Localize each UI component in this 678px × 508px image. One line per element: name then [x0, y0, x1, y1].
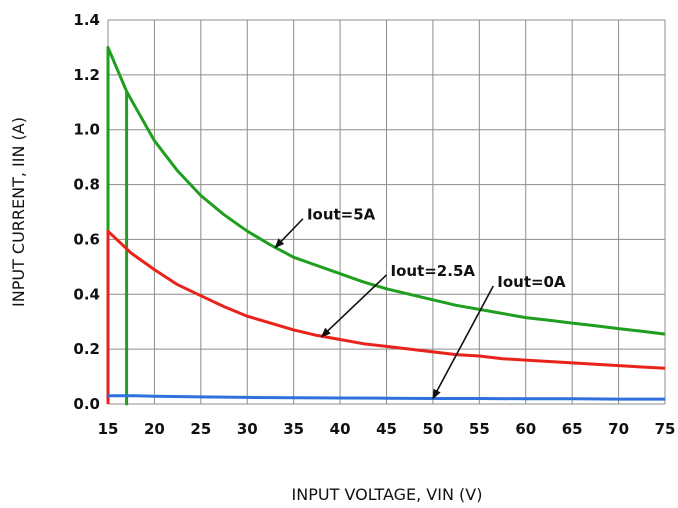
annotation-arrow — [320, 274, 388, 338]
x-tick-label: 45 — [376, 420, 397, 438]
y-tick-label: 1.4 — [73, 11, 100, 29]
y-tick-label: 1.2 — [73, 66, 100, 84]
x-tick-label: 65 — [562, 420, 583, 438]
y-tick-label: 0.0 — [73, 395, 100, 413]
x-tick-label: 35 — [283, 420, 304, 438]
x-tick-label: 30 — [237, 420, 258, 438]
y-tick-label: 0.8 — [73, 176, 100, 194]
y-tick-labels: 0.0 0.2 0.4 0.6 0.8 1.0 1.2 1.4 — [73, 11, 100, 413]
grid — [107, 19, 666, 405]
series-line-iout-5a — [106, 45, 666, 406]
x-tick-label: 75 — [655, 420, 676, 438]
x-axis-title: INPUT VOLTAGE, VIN (V) — [292, 485, 483, 504]
x-tick-label: 60 — [515, 420, 536, 438]
series-line-iout-0a — [108, 394, 665, 401]
series-line-iout-2-5a — [106, 229, 666, 404]
annotation-arrow — [432, 285, 494, 400]
y-tick-label: 0.6 — [73, 230, 100, 248]
annotation-layer: Iout=5A Iout=2.5A Iout=0A — [274, 206, 566, 400]
y-tick-label: 0.2 — [73, 340, 100, 358]
x-tick-label: 70 — [608, 420, 629, 438]
y-tick-label: 1.0 — [73, 121, 100, 139]
x-tick-label: 50 — [422, 420, 443, 438]
x-tick-label: 20 — [144, 420, 165, 438]
series-layer — [106, 45, 666, 406]
y-tick-label: 0.4 — [73, 285, 100, 303]
x-tick-label: 40 — [330, 420, 351, 438]
annotation-label: Iout=5A — [307, 206, 376, 224]
annotation-label: Iout=0A — [497, 273, 566, 291]
x-tick-label: 55 — [469, 420, 490, 438]
annotation-label: Iout=2.5A — [391, 262, 476, 280]
x-tick-labels: 15 20 25 30 35 40 45 50 55 60 65 70 75 — [98, 420, 676, 438]
x-tick-label: 15 — [98, 420, 119, 438]
x-tick-label: 25 — [190, 420, 211, 438]
y-axis-title: INPUT CURRENT, IIN (A) — [9, 117, 28, 307]
annotation-arrow — [274, 218, 304, 249]
